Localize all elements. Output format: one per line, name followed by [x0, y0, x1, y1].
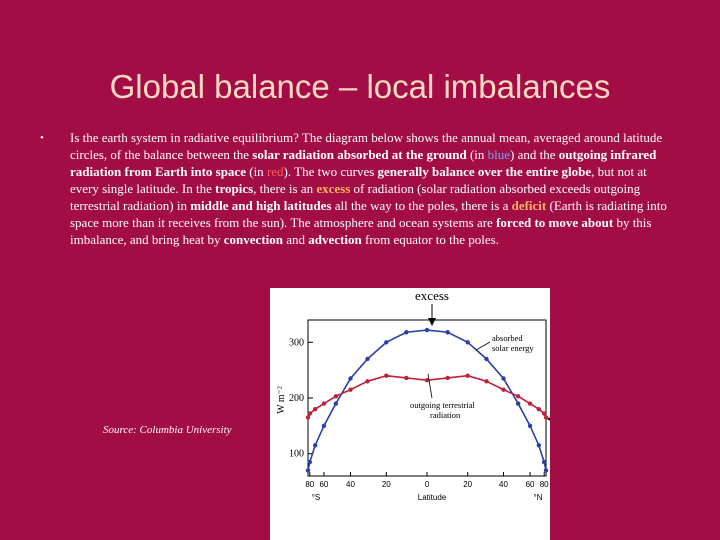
- y-tick-label: 100: [289, 449, 304, 460]
- absorbed-point: [305, 468, 311, 473]
- paragraph-segment: from equator to the poles.: [361, 232, 499, 247]
- outgoing-label-2: radiation: [430, 410, 461, 420]
- outgoing-point: [312, 406, 318, 412]
- absorbed-point: [543, 468, 549, 473]
- absorbed-point: [501, 376, 506, 381]
- absorbed-point: [321, 423, 327, 429]
- outgoing-point: [484, 379, 489, 384]
- excess-arrowhead: [428, 318, 436, 326]
- paragraph-segment: forced to move about: [496, 215, 614, 230]
- paragraph-segment: red: [266, 164, 284, 179]
- outgoing-point: [541, 411, 547, 416]
- paragraph-segment: , but not at every single latitude. In t…: [70, 164, 647, 196]
- paragraph-segment: middle and high latitudes: [190, 198, 332, 213]
- paragraph-segment: outgoing infrared radiation from Earth i…: [70, 147, 657, 179]
- outgoing-point: [527, 401, 533, 406]
- absorbed-point: [365, 356, 370, 362]
- outgoing-point: [501, 387, 506, 392]
- slide-title: Global balance – local imbalances: [109, 68, 611, 105]
- paragraph-segment: all the way to the poles, there is a: [331, 198, 512, 213]
- outgoing-point: [333, 394, 339, 399]
- paragraph-segment: tropics: [215, 181, 254, 196]
- absorbed-point: [484, 356, 489, 362]
- y-tick-label: 300: [289, 337, 304, 348]
- absorbed-point: [333, 401, 339, 406]
- absorbed-point: [465, 340, 470, 345]
- outgoing-point: [536, 406, 542, 412]
- x-axis-label: Latitude: [418, 493, 447, 502]
- x-tick-label: 80: [540, 480, 549, 489]
- excess-label: excess: [415, 288, 449, 303]
- absorbed-point: [445, 330, 450, 335]
- absorbed-point: [312, 443, 318, 448]
- paragraph-segment: ). The two curves: [283, 164, 378, 179]
- paragraph-segment: advection: [308, 232, 362, 247]
- absorbed-point: [536, 443, 542, 448]
- outgoing-point: [465, 373, 470, 378]
- outgoing-point: [307, 411, 313, 416]
- absorbed-label-1: absorbed: [492, 333, 523, 343]
- outgoing-point: [543, 415, 549, 420]
- paragraph-segment: , there is an: [253, 181, 317, 196]
- paragraph-segment: convection: [223, 232, 283, 247]
- outgoing-point: [515, 394, 521, 399]
- outgoing-point: [305, 415, 311, 420]
- paragraph-segment: ) and the: [510, 147, 559, 162]
- outgoing-point: [445, 375, 450, 381]
- absorbed-point: [541, 459, 547, 465]
- paragraph-segment: Is the earth system in radiative equilib…: [70, 130, 663, 162]
- outgoing-point: [384, 373, 389, 378]
- paragraph-segment: of radiation (solar radiation absorbed e…: [70, 181, 641, 213]
- x-tick-label: 60: [319, 480, 328, 489]
- paragraph-segment: solar radiation absorbed at the ground: [252, 147, 467, 162]
- absorbed-label-2: solar energy: [492, 343, 534, 353]
- absorbed-point: [515, 401, 521, 406]
- paragraph-segment: (in: [245, 164, 267, 179]
- absorbed-point: [384, 340, 389, 345]
- absorbed-pointer: [475, 341, 491, 351]
- absorbed-point: [424, 327, 430, 333]
- x-tick-label: 0: [425, 480, 430, 489]
- x-tick-label: 60: [526, 480, 535, 489]
- outgoing-point: [365, 379, 370, 384]
- outgoing-point: [321, 401, 327, 406]
- x-tick-label: 20: [463, 480, 472, 489]
- paragraph-segment: and: [283, 232, 309, 247]
- absorbed-point: [348, 376, 353, 381]
- y-tick-label: 200: [289, 393, 304, 404]
- absorbed-point: [404, 330, 409, 335]
- x-tick-label: 40: [499, 480, 508, 489]
- absorbed-point: [527, 423, 533, 429]
- paragraph-segment: generally balance over the entire globe: [377, 164, 592, 179]
- outgoing-point: [348, 387, 353, 392]
- outgoing-pointer: [427, 373, 433, 399]
- x-tick-label: 80: [305, 480, 314, 489]
- body-paragraph: Is the earth system in radiative equilib…: [70, 129, 670, 248]
- paragraph-segment: deficit: [511, 198, 547, 213]
- paragraph-segment: excess: [316, 181, 351, 196]
- x-tick-label: 40: [346, 480, 355, 489]
- outgoing-point: [404, 375, 409, 381]
- paragraph-segment: (Earth is radiating into space more than…: [70, 198, 667, 230]
- hemisphere-south: °S: [312, 493, 321, 502]
- outgoing-point: [424, 377, 430, 383]
- paragraph-segment: blue: [487, 147, 511, 162]
- x-tick-label: 20: [382, 480, 391, 489]
- deficit-arrowhead: [547, 417, 550, 421]
- paragraph-segment: by this imbalance, and bring heat by: [70, 215, 652, 247]
- outgoing-label-1: outgoing terrestrial: [410, 400, 476, 410]
- paragraph-segment: (in: [466, 147, 488, 162]
- source-caption: Source: Columbia University: [103, 424, 232, 436]
- hemisphere-north: °N: [534, 493, 543, 502]
- y-axis-label: W m⁻²: [276, 386, 287, 414]
- bullet-marker: •: [40, 132, 44, 144]
- absorbed-point: [307, 459, 313, 465]
